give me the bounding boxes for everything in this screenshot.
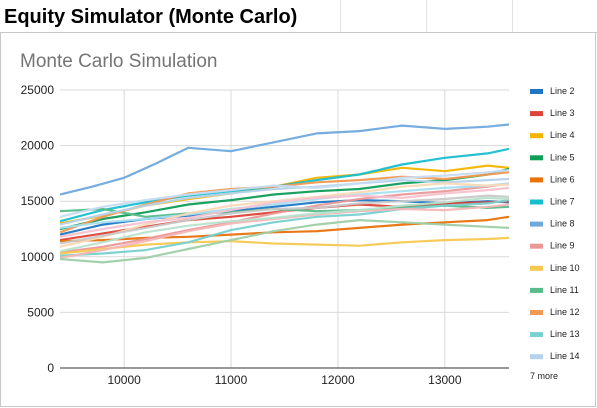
legend-label[interactable]: Line 9: [550, 241, 575, 251]
legend-swatch: [530, 287, 543, 293]
legend-label[interactable]: Line 13: [550, 329, 580, 339]
legend-swatch: [530, 133, 543, 139]
y-tick-label: 15000: [21, 194, 55, 208]
legend-label[interactable]: Line 2: [550, 86, 575, 96]
cell-divider: [512, 0, 513, 32]
y-tick-label: 5000: [27, 305, 54, 319]
legend-swatch: [530, 89, 543, 94]
series-line-18[interactable]: [60, 194, 509, 245]
series-line-12[interactable]: [60, 199, 509, 257]
series-line-20[interactable]: [60, 186, 509, 238]
legend-swatch: [530, 199, 543, 205]
legend: Line 2 Line 3 Line 4 Line 5 Line 6 Line 7 Line…: [530, 86, 580, 381]
x-tick-label: 10000: [107, 373, 141, 387]
series-line-5[interactable]: [60, 215, 509, 243]
x-axis-ticks: 10000 11000 12000 13000: [107, 373, 461, 387]
y-tick-label: 25000: [21, 83, 55, 97]
x-tick-label: 11000: [215, 373, 248, 387]
legend-swatch: [530, 265, 543, 271]
sheet-title: Equity Simulator (Monte Carlo): [4, 6, 298, 28]
cell-divider: [340, 0, 341, 32]
legend-label[interactable]: Line 3: [550, 108, 575, 118]
cell-divider: [426, 0, 427, 32]
legend-swatch: [530, 155, 543, 161]
chart-title: Monte Carlo Simulation: [20, 51, 218, 72]
series-lines: [60, 123, 509, 264]
series-line-21[interactable]: [60, 169, 509, 218]
series-line-7[interactable]: [60, 123, 509, 196]
legend-swatch: [530, 332, 543, 338]
legend-label[interactable]: Line 11: [550, 285, 579, 295]
y-tick-label: 10000: [21, 250, 55, 264]
legend-label[interactable]: Line 14: [550, 351, 580, 361]
series-line-9[interactable]: [60, 236, 509, 255]
sheet-header: Equity Simulator (Monte Carlo): [0, 0, 597, 33]
y-tick-label: 20000: [21, 139, 55, 153]
series-line-15[interactable]: [60, 219, 509, 264]
legend-swatch: [530, 221, 543, 227]
legend-label[interactable]: Line 7: [550, 197, 575, 207]
legend-label[interactable]: Line 4: [550, 130, 575, 140]
legend-label[interactable]: Line 5: [550, 152, 575, 162]
legend-swatch: [530, 354, 543, 360]
legend-label[interactable]: Line 12: [550, 307, 580, 317]
x-tick-label: 13000: [428, 373, 462, 387]
legend-swatch: [530, 111, 543, 117]
series-line-16[interactable]: [60, 182, 509, 229]
series-line-19[interactable]: [60, 196, 509, 253]
legend-swatch: [530, 177, 543, 183]
legend-label[interactable]: Line 8: [550, 219, 575, 229]
legend-label[interactable]: Line 6: [550, 174, 575, 184]
x-tick-label: 12000: [321, 373, 355, 387]
legend-swatch: [530, 310, 543, 315]
y-axis-ticks: 0 5000 10000 15000 20000 25000: [21, 83, 55, 375]
y-tick-label: 0: [47, 361, 54, 375]
legend-label[interactable]: Line 10: [550, 263, 580, 273]
legend-swatch: [530, 243, 543, 249]
legend-more-link[interactable]: 7 more: [530, 371, 558, 381]
